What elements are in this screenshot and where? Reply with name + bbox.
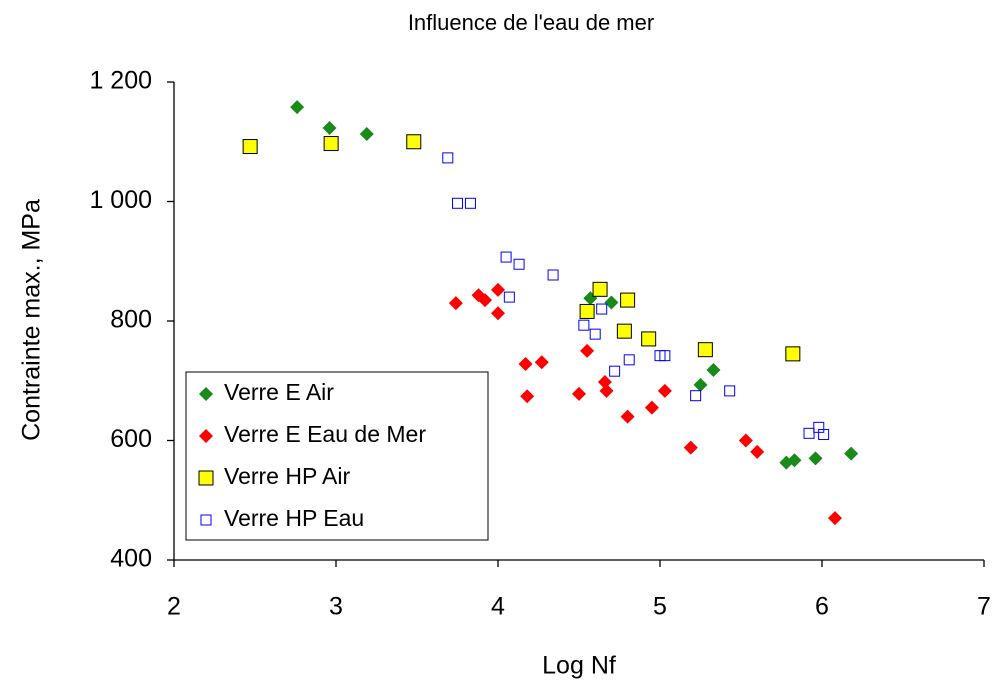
point [616, 323, 632, 339]
legend-marker [199, 387, 213, 401]
y-tick-label: 800 [110, 306, 152, 334]
point [578, 319, 590, 331]
x-axis-label: Log Nf [542, 652, 616, 680]
point [693, 377, 708, 392]
x-tick-label: 3 [329, 593, 343, 621]
point [547, 269, 559, 281]
point [580, 343, 595, 358]
point [290, 100, 305, 115]
point [641, 331, 657, 347]
point [604, 295, 619, 310]
legend-label: Verre HP Air [224, 463, 350, 489]
point [442, 152, 454, 164]
point [844, 446, 859, 461]
point [592, 281, 608, 297]
point [620, 409, 635, 424]
point [597, 374, 612, 389]
legend-marker [200, 514, 212, 526]
point [513, 258, 525, 270]
point [683, 440, 698, 455]
point [242, 139, 258, 155]
point [785, 346, 801, 362]
point [520, 389, 535, 404]
point [623, 354, 635, 366]
chart-title: Influence de l'eau de mer [408, 10, 654, 35]
y-tick-label: 600 [110, 425, 152, 453]
point [827, 511, 842, 526]
point [452, 197, 463, 209]
point [690, 390, 702, 402]
x-tick-label: 4 [491, 593, 505, 621]
point [500, 251, 512, 263]
point [491, 282, 505, 297]
point [644, 400, 659, 415]
point [534, 355, 549, 370]
legend-marker [199, 429, 213, 443]
point [464, 197, 476, 209]
legend-label: Verre HP Eau [224, 505, 364, 531]
x-tick-label: 2 [167, 593, 181, 621]
point [491, 306, 505, 321]
point [599, 383, 614, 398]
point [448, 296, 463, 311]
y-tick-label: 400 [110, 545, 152, 573]
point [738, 433, 753, 448]
legend-box [185, 371, 489, 541]
legend-marker [198, 470, 214, 486]
point [803, 427, 815, 439]
point [706, 362, 721, 377]
y-tick-label: 1 200 [89, 67, 152, 95]
point [518, 357, 533, 372]
x-tick-label: 5 [653, 593, 667, 621]
point [596, 303, 608, 315]
point [589, 328, 601, 340]
y-tick-label: 1 000 [89, 186, 152, 214]
point [323, 136, 339, 152]
x-tick-label: 6 [815, 593, 829, 621]
point [359, 126, 374, 141]
point [406, 134, 422, 150]
point [579, 303, 595, 319]
point [697, 342, 713, 358]
point [659, 350, 671, 362]
point [724, 385, 736, 397]
point [478, 293, 493, 308]
point [609, 365, 621, 377]
x-tick-label: 7 [977, 593, 991, 621]
legend-label: Verre E Eau de Mer [224, 421, 426, 447]
point [620, 292, 636, 308]
point [750, 444, 765, 459]
point [818, 429, 830, 441]
legend-label: Verre E Air [224, 379, 334, 405]
point [572, 386, 586, 401]
point [657, 383, 672, 398]
point [503, 291, 515, 303]
point [808, 451, 823, 466]
point [787, 453, 802, 468]
point [322, 121, 337, 136]
y-axis-label: Contrainte max., MPa [18, 199, 46, 441]
